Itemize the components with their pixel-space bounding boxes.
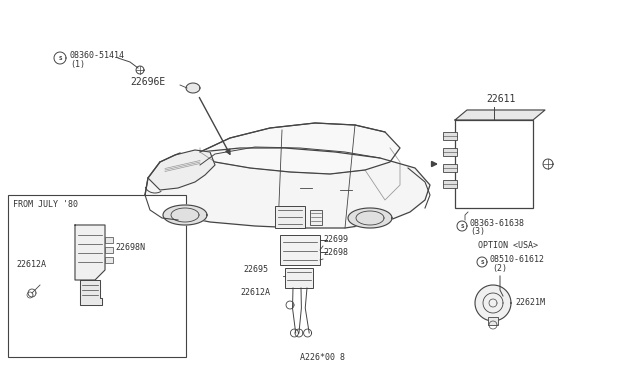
Bar [275, 206, 305, 228]
Text: 08510-61612: 08510-61612 [490, 255, 545, 264]
Polygon shape [186, 83, 200, 93]
Bar [443, 180, 457, 188]
Text: S: S [460, 224, 464, 228]
Bar [285, 268, 313, 288]
Polygon shape [75, 225, 105, 280]
Bar [105, 257, 113, 263]
Text: S: S [58, 55, 61, 61]
Text: OPTION <USA>: OPTION <USA> [478, 241, 538, 250]
Polygon shape [475, 285, 511, 321]
Text: (1): (1) [70, 60, 85, 69]
Polygon shape [148, 150, 215, 190]
Text: 22698N: 22698N [115, 243, 145, 252]
Bar [443, 132, 457, 140]
Bar [443, 148, 457, 156]
Text: 22611: 22611 [486, 94, 515, 104]
Text: 22699: 22699 [323, 235, 348, 244]
Text: S: S [480, 260, 484, 264]
Text: 22612A: 22612A [16, 260, 46, 269]
Text: 22698: 22698 [323, 248, 348, 257]
Text: (2): (2) [492, 264, 507, 273]
Text: 22696E: 22696E [130, 77, 165, 87]
Text: (3): (3) [470, 227, 485, 236]
Text: FROM JULY '80: FROM JULY '80 [13, 200, 78, 209]
Bar [310, 210, 322, 225]
Bar [455, 120, 533, 208]
Bar [443, 164, 457, 172]
Text: 22621M: 22621M [515, 298, 545, 307]
Bar [8, 195, 186, 357]
Polygon shape [163, 205, 207, 225]
Text: 08360-51414: 08360-51414 [70, 51, 125, 60]
Polygon shape [80, 280, 102, 305]
Text: 08363-61638: 08363-61638 [470, 219, 525, 228]
Bar [280, 235, 320, 265]
Text: 22695: 22695 [243, 265, 268, 274]
Polygon shape [145, 148, 430, 228]
Bar [488, 317, 498, 325]
Bar [105, 237, 113, 243]
Polygon shape [348, 208, 392, 228]
Polygon shape [455, 110, 545, 120]
Bar [105, 247, 113, 253]
Text: 22612A: 22612A [240, 288, 270, 297]
Text: A226*00 8: A226*00 8 [300, 353, 345, 362]
Polygon shape [200, 123, 400, 174]
